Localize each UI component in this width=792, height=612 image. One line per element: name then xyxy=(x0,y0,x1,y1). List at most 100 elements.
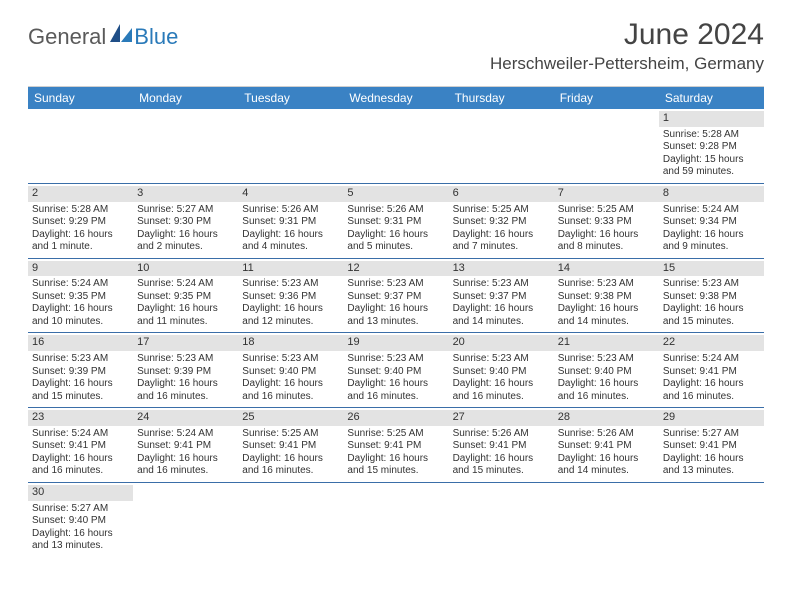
day-number: 15 xyxy=(659,261,764,277)
sunrise-text: Sunrise: 5:24 AM xyxy=(663,204,760,217)
day-number: 23 xyxy=(28,410,133,426)
day-number: 3 xyxy=(133,186,238,202)
sunrise-text: Sunrise: 5:28 AM xyxy=(663,129,760,142)
daylight-text: Daylight: 16 hours and 15 minutes. xyxy=(32,378,129,403)
day-cell: 5Sunrise: 5:26 AMSunset: 9:31 PMDaylight… xyxy=(343,184,448,258)
daylight-text: Daylight: 16 hours and 15 minutes. xyxy=(347,453,444,478)
sunset-text: Sunset: 9:36 PM xyxy=(242,291,339,304)
day-number: 18 xyxy=(238,335,343,351)
day-cell: 29Sunrise: 5:27 AMSunset: 9:41 PMDayligh… xyxy=(659,408,764,482)
day-number: 25 xyxy=(238,410,343,426)
sunset-text: Sunset: 9:38 PM xyxy=(558,291,655,304)
sunrise-text: Sunrise: 5:23 AM xyxy=(242,353,339,366)
day-number: 16 xyxy=(28,335,133,351)
logo-text-blue: Blue xyxy=(134,24,178,50)
sunset-text: Sunset: 9:33 PM xyxy=(558,216,655,229)
day-cell: 19Sunrise: 5:23 AMSunset: 9:40 PMDayligh… xyxy=(343,333,448,407)
sunset-text: Sunset: 9:35 PM xyxy=(137,291,234,304)
empty-day-cell xyxy=(449,483,554,557)
daylight-text: Daylight: 16 hours and 16 minutes. xyxy=(242,453,339,478)
day-number: 22 xyxy=(659,335,764,351)
day-cell: 30Sunrise: 5:27 AMSunset: 9:40 PMDayligh… xyxy=(28,483,133,557)
sunrise-text: Sunrise: 5:26 AM xyxy=(347,204,444,217)
daylight-text: Daylight: 16 hours and 16 minutes. xyxy=(663,378,760,403)
day-cell: 3Sunrise: 5:27 AMSunset: 9:30 PMDaylight… xyxy=(133,184,238,258)
sunset-text: Sunset: 9:41 PM xyxy=(137,440,234,453)
sunrise-text: Sunrise: 5:26 AM xyxy=(242,204,339,217)
empty-day-cell xyxy=(238,483,343,557)
empty-day-cell xyxy=(133,109,238,183)
sunset-text: Sunset: 9:38 PM xyxy=(663,291,760,304)
sunrise-text: Sunrise: 5:25 AM xyxy=(347,428,444,441)
sunset-text: Sunset: 9:39 PM xyxy=(137,366,234,379)
sunrise-text: Sunrise: 5:23 AM xyxy=(32,353,129,366)
day-cell: 11Sunrise: 5:23 AMSunset: 9:36 PMDayligh… xyxy=(238,259,343,333)
sunset-text: Sunset: 9:35 PM xyxy=(32,291,129,304)
daylight-text: Daylight: 16 hours and 13 minutes. xyxy=(663,453,760,478)
day-number: 17 xyxy=(133,335,238,351)
day-cell: 1Sunrise: 5:28 AMSunset: 9:28 PMDaylight… xyxy=(659,109,764,183)
day-cell: 16Sunrise: 5:23 AMSunset: 9:39 PMDayligh… xyxy=(28,333,133,407)
day-number: 26 xyxy=(343,410,448,426)
logo-sail-icon xyxy=(110,24,132,42)
sunset-text: Sunset: 9:40 PM xyxy=(242,366,339,379)
day-of-week-header: Sunday Monday Tuesday Wednesday Thursday… xyxy=(28,87,764,109)
empty-day-cell xyxy=(343,109,448,183)
daylight-text: Daylight: 16 hours and 16 minutes. xyxy=(347,378,444,403)
day-cell: 6Sunrise: 5:25 AMSunset: 9:32 PMDaylight… xyxy=(449,184,554,258)
logo-text-general: General xyxy=(28,24,106,50)
dow-thursday: Thursday xyxy=(449,87,554,109)
daylight-text: Daylight: 16 hours and 16 minutes. xyxy=(32,453,129,478)
daylight-text: Daylight: 16 hours and 4 minutes. xyxy=(242,229,339,254)
week-row: 2Sunrise: 5:28 AMSunset: 9:29 PMDaylight… xyxy=(28,184,764,259)
day-cell: 24Sunrise: 5:24 AMSunset: 9:41 PMDayligh… xyxy=(133,408,238,482)
day-number: 9 xyxy=(28,261,133,277)
daylight-text: Daylight: 15 hours and 59 minutes. xyxy=(663,154,760,179)
day-number: 7 xyxy=(554,186,659,202)
dow-monday: Monday xyxy=(133,87,238,109)
daylight-text: Daylight: 16 hours and 14 minutes. xyxy=(453,303,550,328)
daylight-text: Daylight: 16 hours and 15 minutes. xyxy=(453,453,550,478)
month-title: June 2024 xyxy=(490,18,764,52)
daylight-text: Daylight: 16 hours and 14 minutes. xyxy=(558,303,655,328)
sunrise-text: Sunrise: 5:24 AM xyxy=(137,428,234,441)
dow-saturday: Saturday xyxy=(659,87,764,109)
sunset-text: Sunset: 9:41 PM xyxy=(663,440,760,453)
sunrise-text: Sunrise: 5:23 AM xyxy=(663,278,760,291)
daylight-text: Daylight: 16 hours and 11 minutes. xyxy=(137,303,234,328)
sunset-text: Sunset: 9:41 PM xyxy=(558,440,655,453)
sunrise-text: Sunrise: 5:26 AM xyxy=(558,428,655,441)
day-number: 19 xyxy=(343,335,448,351)
empty-day-cell xyxy=(343,483,448,557)
sunset-text: Sunset: 9:37 PM xyxy=(347,291,444,304)
day-cell: 26Sunrise: 5:25 AMSunset: 9:41 PMDayligh… xyxy=(343,408,448,482)
daylight-text: Daylight: 16 hours and 7 minutes. xyxy=(453,229,550,254)
day-cell: 20Sunrise: 5:23 AMSunset: 9:40 PMDayligh… xyxy=(449,333,554,407)
day-cell: 28Sunrise: 5:26 AMSunset: 9:41 PMDayligh… xyxy=(554,408,659,482)
day-number: 24 xyxy=(133,410,238,426)
title-block: June 2024 Herschweiler-Pettersheim, Germ… xyxy=(490,18,764,74)
day-number: 2 xyxy=(28,186,133,202)
sunset-text: Sunset: 9:41 PM xyxy=(32,440,129,453)
day-number: 20 xyxy=(449,335,554,351)
day-cell: 21Sunrise: 5:23 AMSunset: 9:40 PMDayligh… xyxy=(554,333,659,407)
day-cell: 25Sunrise: 5:25 AMSunset: 9:41 PMDayligh… xyxy=(238,408,343,482)
sunset-text: Sunset: 9:28 PM xyxy=(663,141,760,154)
sunrise-text: Sunrise: 5:27 AM xyxy=(137,204,234,217)
day-cell: 13Sunrise: 5:23 AMSunset: 9:37 PMDayligh… xyxy=(449,259,554,333)
day-cell: 2Sunrise: 5:28 AMSunset: 9:29 PMDaylight… xyxy=(28,184,133,258)
sunrise-text: Sunrise: 5:24 AM xyxy=(663,353,760,366)
empty-day-cell xyxy=(554,483,659,557)
sunrise-text: Sunrise: 5:23 AM xyxy=(558,353,655,366)
sunset-text: Sunset: 9:32 PM xyxy=(453,216,550,229)
day-cell: 18Sunrise: 5:23 AMSunset: 9:40 PMDayligh… xyxy=(238,333,343,407)
sunrise-text: Sunrise: 5:27 AM xyxy=(32,503,129,516)
day-number: 12 xyxy=(343,261,448,277)
day-cell: 10Sunrise: 5:24 AMSunset: 9:35 PMDayligh… xyxy=(133,259,238,333)
sunrise-text: Sunrise: 5:28 AM xyxy=(32,204,129,217)
empty-day-cell xyxy=(659,483,764,557)
sunset-text: Sunset: 9:40 PM xyxy=(347,366,444,379)
day-number: 27 xyxy=(449,410,554,426)
day-number: 8 xyxy=(659,186,764,202)
daylight-text: Daylight: 16 hours and 10 minutes. xyxy=(32,303,129,328)
